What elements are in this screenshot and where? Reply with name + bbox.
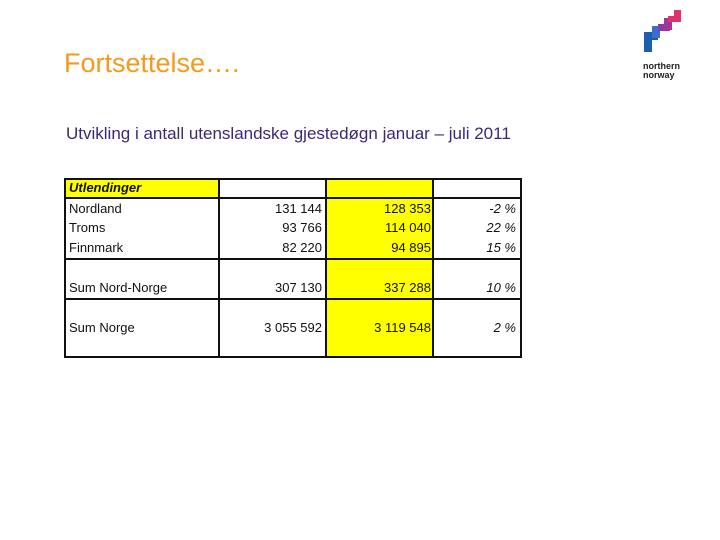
value-cell: 114 040 xyxy=(384,220,431,235)
table-border-top xyxy=(64,178,522,180)
value-cell: 131 144 xyxy=(275,201,322,216)
row-label: Nordland xyxy=(69,201,122,216)
logo-line-2: norway xyxy=(643,70,675,80)
row-label: Sum Nord-Norge xyxy=(69,280,168,295)
northern-norway-logo: northern norway xyxy=(640,8,690,84)
table-border-bottom xyxy=(64,356,522,358)
value-cell: 3 055 592 xyxy=(264,320,322,335)
change-cell: -2 % xyxy=(489,201,516,216)
slide-subtitle: Utvikling i antall utenslandske gjestedø… xyxy=(66,124,511,143)
header-highlight xyxy=(66,179,218,197)
row-label: Sum Norge xyxy=(69,320,135,335)
column-divider xyxy=(218,178,220,358)
logo-arrow-icon xyxy=(644,10,681,52)
row-divider xyxy=(64,197,522,199)
slide-title: Fortsettelse…. xyxy=(64,48,240,78)
table-border-right xyxy=(520,178,522,358)
column-divider xyxy=(325,178,327,358)
change-cell: 2 % xyxy=(493,320,516,335)
logo-text: northern norway xyxy=(643,62,680,80)
change-cell: 15 % xyxy=(486,240,516,255)
logo-line-1: northern xyxy=(643,61,680,71)
change-cell: 10 % xyxy=(486,280,516,295)
guest-nights-table: Utlendinger Nordland 131 144 128 353 -2 … xyxy=(64,178,522,358)
header-label: Utlendinger xyxy=(69,180,142,195)
row-divider xyxy=(64,298,522,300)
value-cell: 3 119 548 xyxy=(374,320,431,335)
value-cell: 93 766 xyxy=(282,220,322,235)
row-label: Troms xyxy=(69,220,106,235)
value-cell: 82 220 xyxy=(282,240,322,255)
highlight-column xyxy=(325,178,433,356)
change-cell: 22 % xyxy=(486,220,516,235)
value-cell: 94 895 xyxy=(391,240,431,255)
value-cell: 337 288 xyxy=(384,280,431,295)
value-cell: 128 353 xyxy=(384,201,431,216)
row-divider xyxy=(64,258,522,260)
table-border-left xyxy=(64,178,66,358)
column-divider xyxy=(432,178,434,358)
value-cell: 307 130 xyxy=(275,280,322,295)
row-label: Finnmark xyxy=(69,240,124,255)
